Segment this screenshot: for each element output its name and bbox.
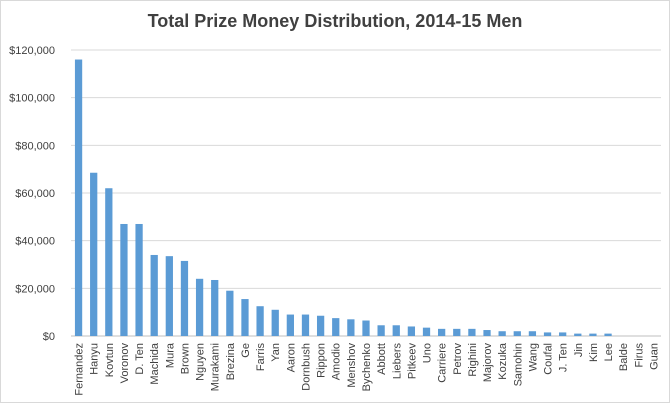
x-tick-label: Yan: [270, 343, 282, 362]
x-tick-label: Pitkeev: [406, 343, 418, 380]
y-tick-label: $0: [43, 331, 55, 343]
bar-majorov: [483, 330, 491, 336]
x-tick-label: Machida: [149, 342, 161, 384]
x-tick-label: Balde: [618, 343, 630, 371]
x-tick-label: Firus: [633, 343, 645, 368]
bar-murakami: [211, 279, 219, 336]
x-tick-label: Murakami: [210, 343, 222, 391]
y-tick-label: $80,000: [15, 140, 55, 152]
x-tick-label: Majorov: [482, 343, 494, 383]
x-tick-label: Mura: [164, 342, 176, 368]
x-tick-label: Carriere: [437, 343, 449, 383]
x-tick-label: Nguyen: [195, 343, 207, 381]
bar-menshov: [347, 319, 355, 336]
bar-petrov: [453, 328, 461, 336]
x-tick-label: J. Ten: [558, 343, 570, 372]
y-tick-label: $100,000: [9, 93, 55, 105]
y-tick-label: $120,000: [9, 45, 55, 57]
x-tick-label: Wang: [527, 343, 539, 371]
x-tick-label: Farris: [255, 343, 267, 372]
bars: [74, 59, 612, 337]
bar-brown: [180, 260, 189, 336]
y-tick-label: $20,000: [15, 283, 55, 295]
x-tick-label: Brown: [179, 343, 191, 374]
bar-uno: [422, 327, 431, 336]
bar-mura: [165, 256, 173, 336]
x-tick-label: Aaron: [285, 343, 297, 372]
x-tick-label: Kozuka: [497, 342, 509, 380]
bar-ge: [241, 299, 249, 336]
bar-pitkeev: [407, 326, 416, 336]
bar-d-ten: [135, 223, 143, 336]
x-tick-label: Guan: [648, 343, 660, 370]
x-tick-label: Hanyu: [89, 343, 101, 375]
bar-hanyu: [90, 172, 98, 336]
x-tick-label: Samohin: [512, 343, 524, 386]
x-tick-label: Dornbush: [300, 343, 312, 391]
bar-kozuka: [498, 331, 506, 336]
bar-bychenko: [362, 320, 370, 336]
bar-rippon: [316, 315, 325, 336]
x-tick-label: Kovtun: [104, 343, 116, 377]
bar-j-ten: [559, 332, 567, 336]
bar-kim: [589, 333, 597, 336]
x-tick-label: Petrov: [452, 343, 464, 375]
bar-voronov: [120, 223, 128, 336]
bar-dornbush: [301, 314, 310, 336]
bar-kovtun: [105, 188, 113, 336]
x-tick-label: Menshov: [346, 343, 358, 388]
x-tick-label: Rippon: [316, 343, 328, 378]
bar-lee: [604, 333, 612, 336]
bar-nguyen: [195, 278, 204, 336]
bar-coufal: [543, 332, 552, 336]
chart-title: Total Prize Money Distribution, 2014-15 …: [147, 11, 523, 31]
y-axis-ticks: $0 $20,000 $40,000 $60,000 $80,000 $100,000 $1…: [9, 45, 55, 343]
bar-fernandez: [74, 59, 83, 337]
x-axis-ticks: Fernandez Hanyu Kovtun Voronov D. Ten Machida…: [74, 342, 661, 395]
bar-aaron: [286, 314, 294, 336]
x-tick-label: Liebers: [391, 343, 403, 380]
x-tick-label: Abbott: [376, 343, 388, 375]
x-tick-label: Kim: [588, 343, 600, 362]
gridlines: [71, 49, 661, 337]
x-tick-label: Fernandez: [74, 343, 86, 396]
x-tick-label: D. Ten: [134, 343, 146, 375]
bar-brezina: [226, 290, 234, 336]
x-tick-label: Uno: [422, 343, 434, 363]
x-tick-label: Coufal: [543, 343, 555, 375]
bar-samohin: [513, 331, 521, 336]
bar-abbott: [377, 325, 385, 336]
bar-yan: [271, 309, 279, 336]
bar-liebers: [392, 325, 400, 336]
bar-carriere: [438, 328, 446, 336]
x-tick-label: Righini: [467, 343, 479, 377]
bar-amodio: [332, 318, 340, 336]
x-tick-label: Jin: [573, 343, 585, 357]
y-tick-label: $40,000: [15, 236, 55, 248]
bar-wang: [528, 331, 537, 336]
bar-farris: [256, 306, 264, 336]
x-tick-label: Lee: [603, 343, 615, 361]
x-tick-label: Brezina: [225, 342, 237, 380]
bar-jin: [574, 333, 582, 336]
y-tick-label: $60,000: [15, 188, 55, 200]
x-tick-label: Voronov: [119, 343, 131, 384]
x-tick-label: Ge: [240, 343, 252, 358]
bar-machida: [150, 254, 158, 336]
bar-righini: [468, 328, 476, 336]
x-tick-label: Bychenko: [361, 343, 373, 391]
x-tick-label: Amodio: [331, 343, 343, 380]
